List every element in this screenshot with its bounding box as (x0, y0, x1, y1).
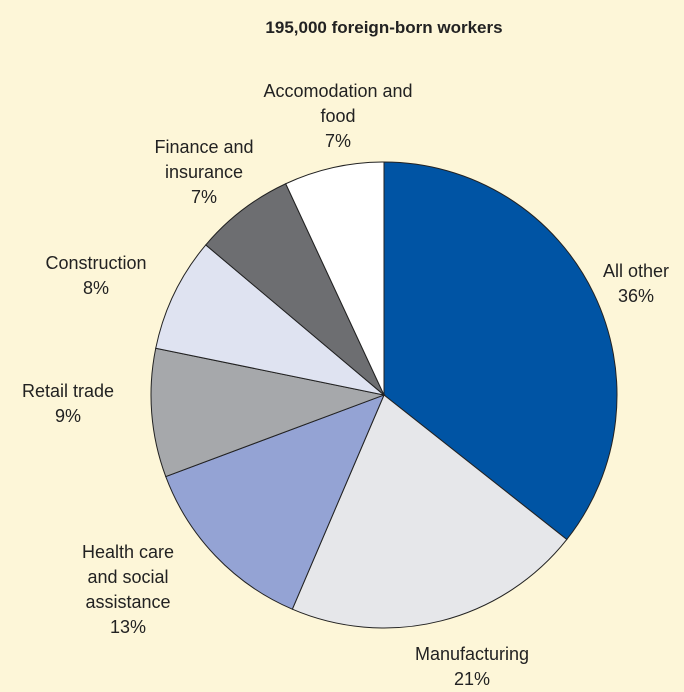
slice-label: Retail trade 9% (0, 379, 138, 429)
category-name: Accomodation and food (263, 81, 413, 126)
value-label: 8% (82, 278, 109, 298)
category-name: Health care and social assistance (81, 542, 175, 612)
chart-title: 195,000 foreign-born workers (265, 18, 503, 37)
slice-label: Construction 8% (26, 251, 166, 301)
category-name: Finance and insurance (154, 137, 254, 182)
pie-slice (155, 244, 385, 396)
slice-label: All other 36% (581, 259, 684, 309)
pie-slice (291, 394, 568, 629)
value-label: 9% (54, 406, 81, 426)
category-name: All other (602, 261, 670, 281)
slice-label: Finance and insurance 7% (147, 135, 262, 210)
value-label: 7% (324, 131, 351, 151)
slice-label: Health care and social assistance 13% (73, 540, 183, 640)
pie-slice (150, 347, 386, 478)
value-label: 36% (617, 286, 655, 306)
value-label: 13% (109, 617, 147, 637)
pie-slice (285, 161, 385, 396)
slice-label: Manufacturing 21% (387, 642, 557, 692)
category-name: Construction (45, 253, 147, 273)
category-name: Retail trade (21, 381, 115, 401)
category-name: Manufacturing (414, 644, 530, 664)
value-label: 7% (190, 187, 217, 207)
pie-slice (383, 161, 618, 541)
value-label: 21% (453, 669, 491, 689)
slice-label: Accomodation and food 7% (263, 79, 413, 154)
pie-slice (165, 394, 385, 610)
